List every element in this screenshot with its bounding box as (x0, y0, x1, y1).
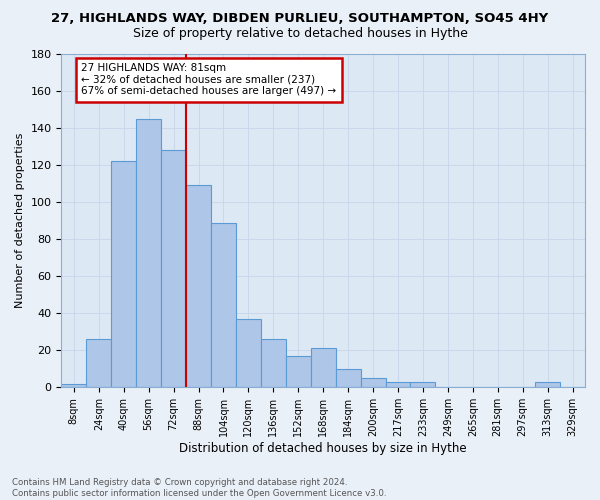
Bar (161, 150, 186, 388)
Bar (361, 378, 386, 388)
Bar (286, 356, 311, 388)
Text: 27 HIGHLANDS WAY: 81sqm
← 32% of detached houses are smaller (237)
67% of semi-d: 27 HIGHLANDS WAY: 81sqm ← 32% of detache… (82, 64, 337, 96)
Text: 27, HIGHLANDS WAY, DIBDEN PURLIEU, SOUTHAMPTON, SO45 4HY: 27, HIGHLANDS WAY, DIBDEN PURLIEU, SOUTH… (52, 12, 548, 26)
Y-axis label: Number of detached properties: Number of detached properties (15, 133, 25, 308)
Bar (61, 384, 86, 388)
Bar (111, 162, 136, 388)
Text: Contains HM Land Registry data © Crown copyright and database right 2024.
Contai: Contains HM Land Registry data © Crown c… (12, 478, 386, 498)
Text: Size of property relative to detached houses in Hythe: Size of property relative to detached ho… (133, 28, 467, 40)
Bar (211, 222, 236, 388)
Bar (186, 186, 211, 388)
Bar (311, 348, 335, 388)
Bar (335, 369, 361, 388)
Bar (535, 382, 560, 388)
Bar (261, 339, 286, 388)
Bar (136, 119, 161, 388)
X-axis label: Distribution of detached houses by size in Hythe: Distribution of detached houses by size … (179, 442, 467, 455)
Bar (86, 339, 111, 388)
Bar (236, 319, 261, 388)
Bar (410, 382, 436, 388)
Bar (386, 382, 410, 388)
